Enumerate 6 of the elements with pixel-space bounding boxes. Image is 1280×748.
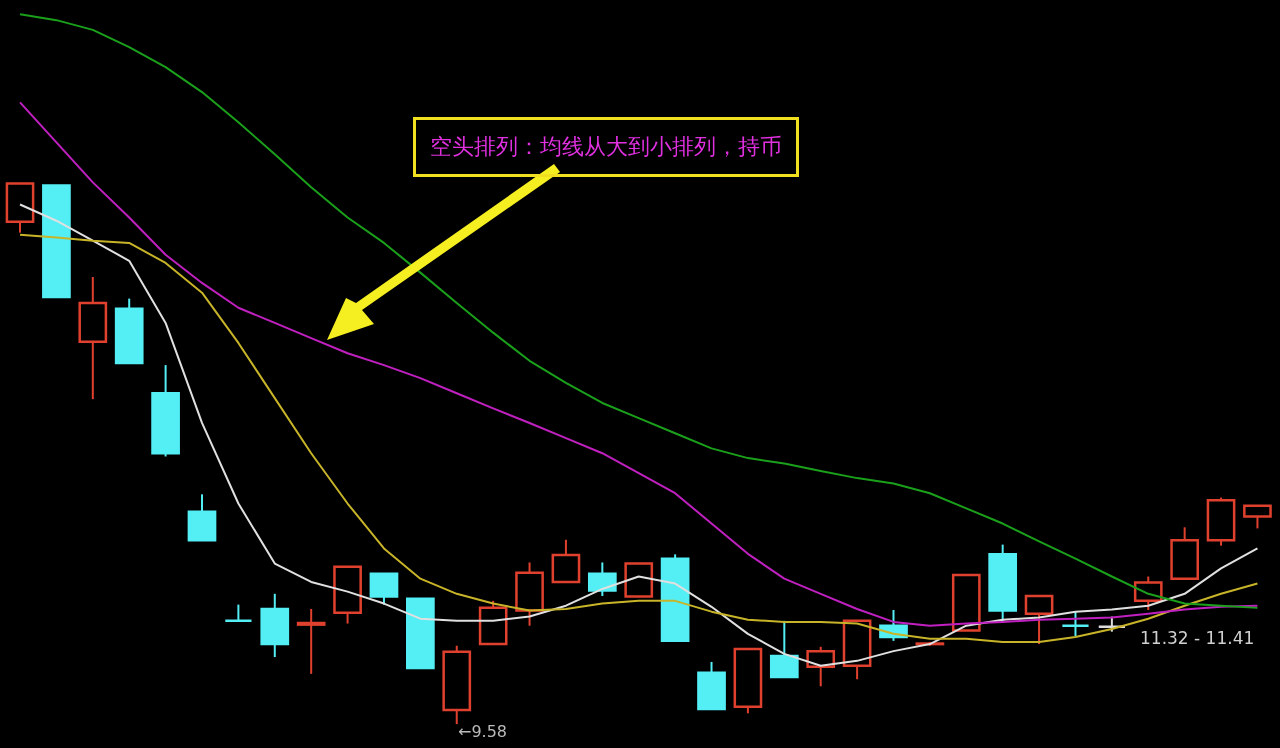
candlestick — [296, 607, 326, 675]
candlestick — [224, 603, 253, 623]
candlestick — [1061, 610, 1090, 637]
annotation: 11.32 - 11.41 — [1140, 628, 1255, 648]
text: 空头排列：均线从大到小排列，持币 — [413, 117, 799, 177]
annotation: ←9.58 — [458, 722, 508, 741]
